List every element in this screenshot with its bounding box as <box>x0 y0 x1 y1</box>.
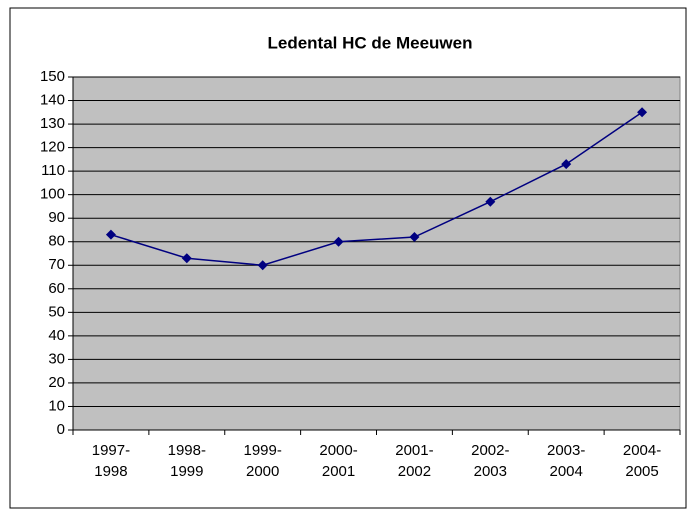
marker <box>105 229 116 240</box>
x-tick-label: 1998- 1999 <box>167 442 206 480</box>
marker <box>333 236 344 247</box>
y-tick-label: 100 <box>40 186 65 203</box>
y-tick-label: 30 <box>48 350 65 367</box>
y-tick-label: 10 <box>48 397 65 414</box>
y-tick-label: 120 <box>40 139 65 156</box>
y-tick-label: 70 <box>48 256 65 273</box>
y-tick-label: 0 <box>57 421 65 438</box>
x-tick-label: 2002- 2003 <box>471 442 510 480</box>
y-tick-label: 130 <box>40 115 65 132</box>
marker <box>485 196 496 207</box>
y-tick-label: 110 <box>41 162 65 179</box>
x-tick-label: 1999- 2000 <box>243 442 282 480</box>
marker <box>181 253 192 264</box>
y-tick-label: 60 <box>48 280 65 297</box>
y-tick-label: 140 <box>40 92 65 109</box>
marker <box>637 107 648 118</box>
x-tick-label: 2004- 2005 <box>622 442 662 480</box>
y-tick-label: 20 <box>48 374 65 391</box>
y-tick-label: 50 <box>48 303 65 320</box>
x-tick-label: 2001- 2002 <box>395 442 434 480</box>
marker <box>561 159 572 170</box>
x-tick-label: 2000- 2001 <box>319 442 358 480</box>
y-tick-label: 90 <box>48 209 65 226</box>
y-tick-label: 150 <box>40 68 65 85</box>
x-tick-label: 1997- 1998 <box>91 442 131 480</box>
chart-title: Ledental HC de Meeuwen <box>268 33 473 52</box>
line <box>110 111 643 267</box>
y-tick-label: 80 <box>48 233 65 250</box>
y-tick-label: 40 <box>48 327 65 344</box>
marker <box>409 232 420 243</box>
marker <box>257 260 268 271</box>
plot-area <box>72 76 681 431</box>
x-tick-label: 2003- 2004 <box>547 442 586 480</box>
